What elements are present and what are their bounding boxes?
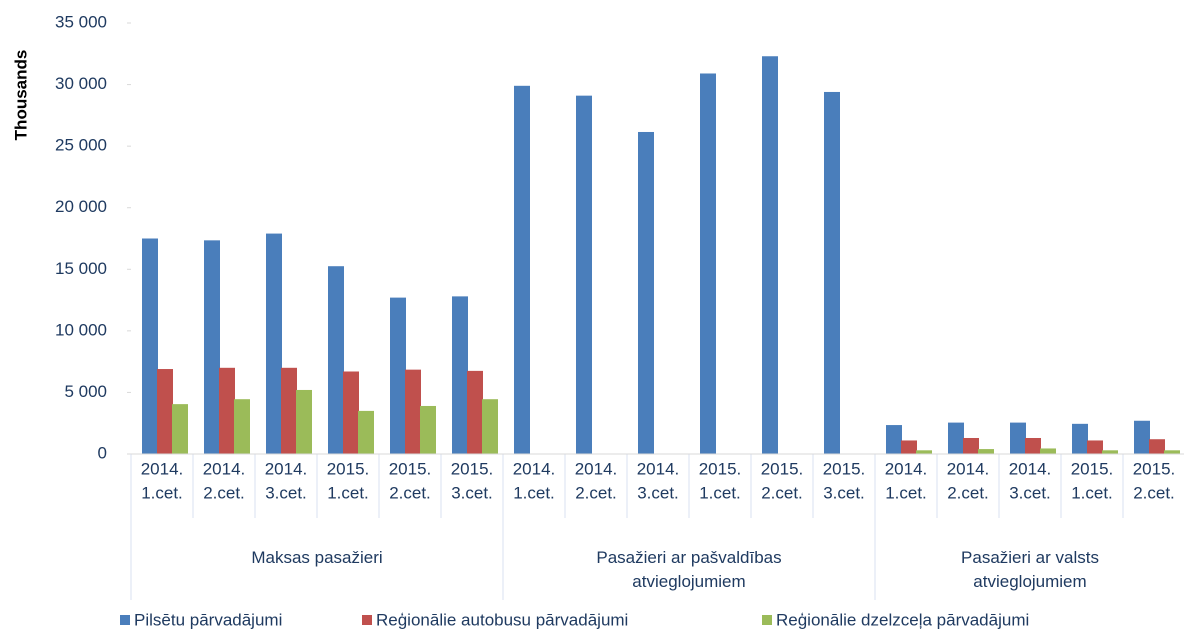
x-tick-label: 3.cet.	[451, 483, 493, 502]
bar	[467, 370, 483, 454]
group-label: Maksas pasažieri	[251, 548, 383, 567]
bar	[296, 389, 312, 454]
bar	[343, 371, 359, 454]
x-tick-label: 2015.	[761, 459, 804, 478]
x-tick-label: 2014.	[265, 459, 308, 478]
x-tick-label: 2015.	[699, 459, 742, 478]
x-tick-label: 1.cet.	[327, 483, 369, 502]
bar	[452, 296, 468, 454]
group-label: Pasažieri ar valsts atvieglojumiem	[961, 548, 1099, 591]
bar	[172, 404, 188, 454]
bar	[1010, 422, 1026, 454]
x-tick-label: 2015.	[1133, 459, 1176, 478]
y-tick-label: 0	[98, 443, 107, 462]
x-tick-label: 3.cet.	[823, 483, 865, 502]
legend-label: Reģionālie autobusu pārvadājumi	[376, 610, 628, 629]
bar	[157, 369, 173, 454]
x-tick-label: 2014.	[141, 459, 184, 478]
y-tick-label: 15 000	[55, 259, 107, 278]
x-tick-label: 2.cet.	[203, 483, 245, 502]
x-tick-label: 2014.	[203, 459, 246, 478]
group-label-box: Pasažieri ar valsts atvieglojumiem	[961, 548, 1099, 591]
bar	[1134, 420, 1150, 454]
x-tick-label: 1.cet.	[141, 483, 183, 502]
bar	[700, 73, 716, 454]
x-tick-label: 3.cet.	[265, 483, 307, 502]
x-tick-label: 2.cet.	[761, 483, 803, 502]
legend-swatch	[762, 615, 772, 625]
group-label-box: Maksas pasažieri	[251, 548, 383, 567]
legend-swatch	[120, 615, 130, 625]
x-tick-label: 1.cet.	[699, 483, 741, 502]
x-tick-label: 2014.	[947, 459, 990, 478]
y-tick-label: 20 000	[55, 197, 107, 216]
x-tick-label: 2014.	[513, 459, 556, 478]
x-tick-label: 2.cet.	[947, 483, 989, 502]
bar	[204, 240, 220, 454]
bar	[638, 131, 654, 454]
bar	[1102, 450, 1118, 454]
y-tick-label: 35 000	[55, 12, 107, 31]
bar	[514, 85, 530, 454]
x-tick-label: 2015.	[1071, 459, 1114, 478]
y-tick-label: 5 000	[64, 382, 107, 401]
legend-swatch	[362, 615, 372, 625]
bar	[886, 425, 902, 454]
x-tick-label: 2.cet.	[1133, 483, 1175, 502]
bar	[576, 95, 592, 454]
bar	[1149, 439, 1165, 454]
x-tick-label: 2.cet.	[389, 483, 431, 502]
bar	[762, 56, 778, 455]
x-tick-label: 2015.	[389, 459, 432, 478]
bar	[328, 266, 344, 454]
x-tick-label: 1.cet.	[885, 483, 927, 502]
bar	[1072, 423, 1088, 454]
x-tick-label: 1.cet.	[513, 483, 555, 502]
bar	[948, 422, 964, 454]
legend-label: Pilsētu pārvadājumi	[134, 610, 282, 629]
bar	[916, 450, 932, 454]
x-tick-label: 2015.	[327, 459, 370, 478]
x-tick-label: 2015.	[451, 459, 494, 478]
bar	[358, 410, 374, 454]
bar	[1040, 448, 1056, 454]
bar	[234, 399, 250, 454]
x-tick-label: 2014.	[885, 459, 928, 478]
legend-label: Reģionālie dzelzceļa pārvadājumi	[776, 610, 1029, 629]
x-tick-label: 2.cet.	[575, 483, 617, 502]
bar	[1087, 440, 1103, 454]
bar	[1025, 437, 1041, 454]
y-axis-label: Thousands	[11, 50, 30, 141]
group-label-box: Pasažieri ar pašvaldības atvieglojumiem	[596, 548, 782, 591]
bar	[978, 449, 994, 454]
x-tick-label: 3.cet.	[637, 483, 679, 502]
bar	[420, 405, 436, 454]
bar	[142, 238, 158, 454]
bar	[1164, 450, 1180, 454]
group-label: Pasažieri ar pašvaldības atvieglojumiem	[596, 548, 782, 591]
bar	[963, 437, 979, 454]
bar	[390, 297, 406, 454]
bar	[824, 91, 840, 455]
y-tick-label: 25 000	[55, 136, 107, 155]
bar	[901, 440, 917, 454]
x-tick-label: 3.cet.	[1009, 483, 1051, 502]
x-tick-label: 2014.	[575, 459, 618, 478]
bar	[281, 367, 297, 454]
x-tick-label: 2014.	[1009, 459, 1052, 478]
bar	[266, 233, 282, 454]
y-tick-label: 10 000	[55, 320, 107, 339]
bar	[405, 369, 421, 454]
x-tick-label: 2015.	[823, 459, 866, 478]
bar	[219, 367, 235, 454]
x-tick-label: 1.cet.	[1071, 483, 1113, 502]
bar	[482, 399, 498, 454]
y-tick-label: 30 000	[55, 74, 107, 93]
x-tick-label: 2014.	[637, 459, 680, 478]
